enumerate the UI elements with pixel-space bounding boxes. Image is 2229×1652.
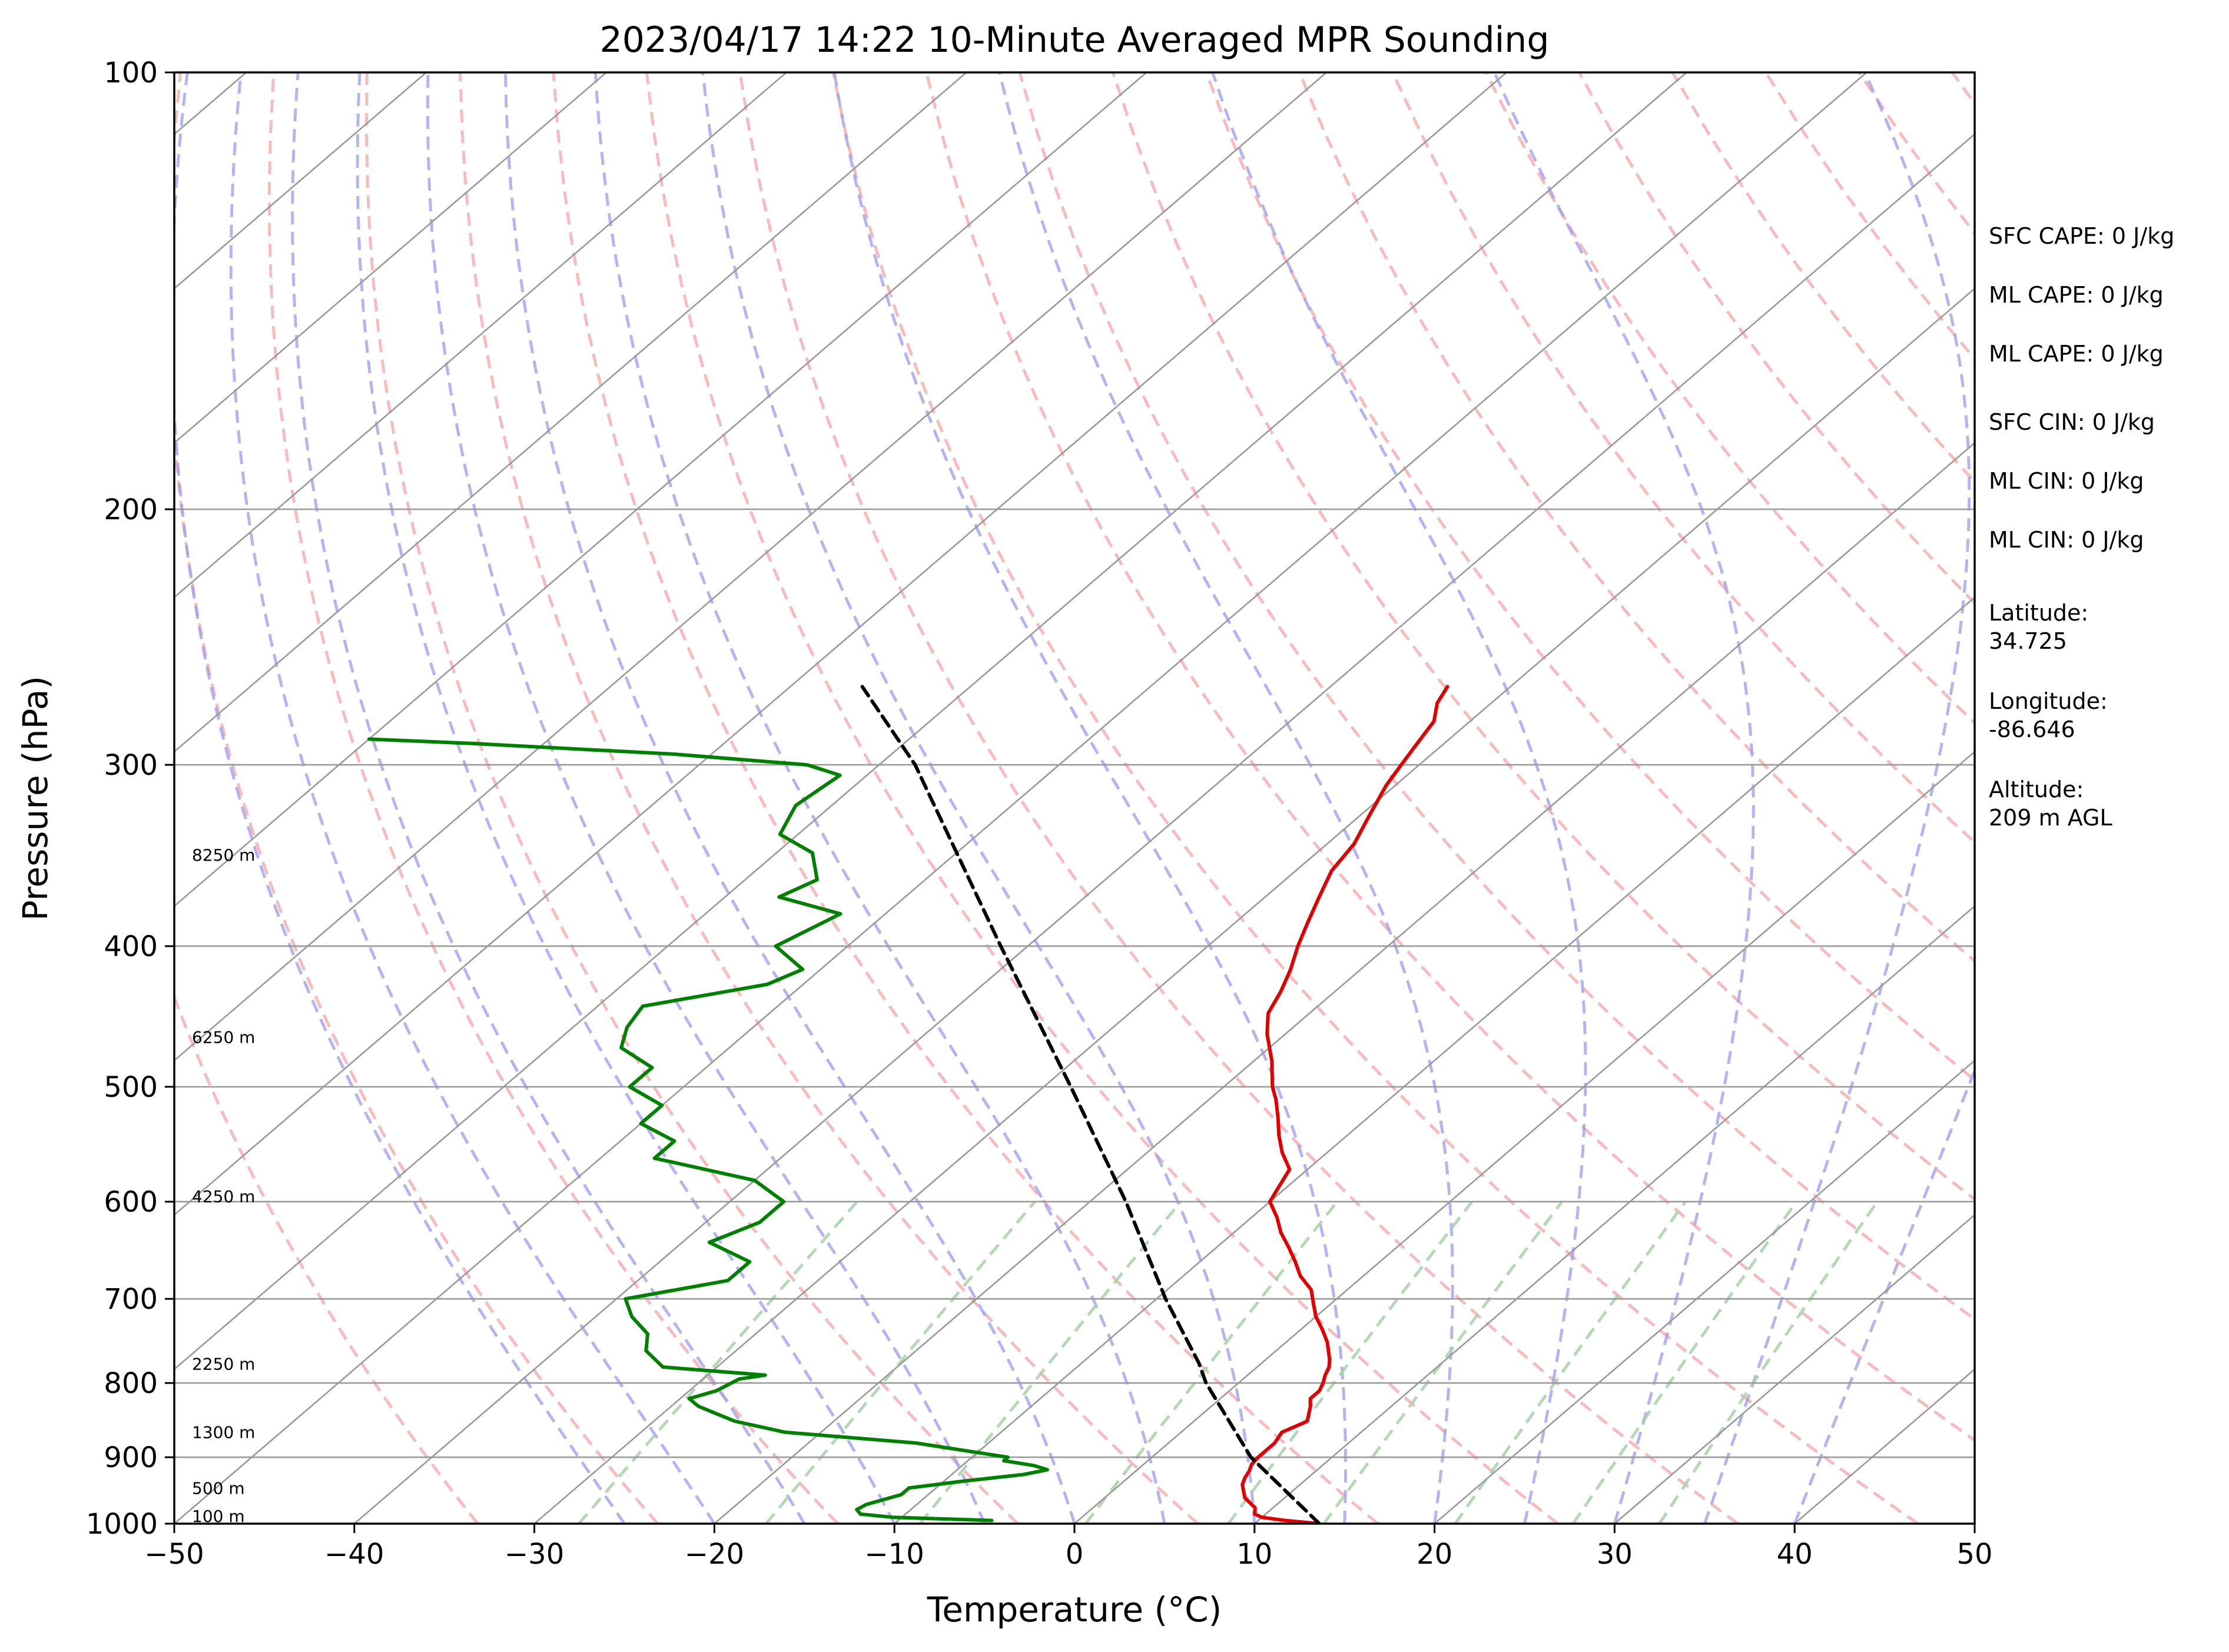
moist-adiabat bbox=[1211, 72, 1587, 1524]
y-tick-label: 200 bbox=[104, 493, 158, 526]
y-tick-label: 900 bbox=[104, 1441, 158, 1474]
moist-adiabat bbox=[503, 72, 1076, 1524]
ml-cape-text: ML CAPE: 0 J/kg bbox=[1989, 282, 2164, 308]
dry-adiabat bbox=[1205, 72, 1975, 1082]
ml-cin-text-2: ML CIN: 0 J/kg bbox=[1989, 527, 2144, 553]
height-label: 1300 m bbox=[192, 1423, 255, 1442]
chart-title: 2023/04/17 14:22 10-Minute Averaged MPR … bbox=[600, 19, 1550, 61]
height-label: 4250 m bbox=[192, 1187, 255, 1206]
isotherm-line bbox=[1074, 751, 1975, 1524]
dry-adiabat bbox=[552, 72, 1379, 1524]
moist-adiabat bbox=[356, 72, 896, 1524]
dry-adiabat bbox=[267, 72, 839, 1524]
dry-adiabat bbox=[831, 72, 1919, 1524]
altitude-label: Altitude: bbox=[1989, 777, 2084, 802]
moist-adiabat bbox=[998, 72, 1454, 1524]
y-axis-label: Pressure (hPa) bbox=[15, 676, 55, 921]
y-tick-label: 500 bbox=[104, 1071, 158, 1104]
height-label: 8250 m bbox=[192, 845, 255, 865]
dry-adiabat bbox=[645, 72, 1559, 1524]
latitude-value: 34.725 bbox=[1989, 628, 2067, 654]
x-tick-label: −40 bbox=[324, 1538, 384, 1571]
height-label: 6250 m bbox=[192, 1027, 255, 1047]
sfc-cin-text: SFC CIN: 0 J/kg bbox=[1989, 409, 2155, 435]
dewpoint-line bbox=[367, 737, 1049, 1522]
ml-cape-text-2: ML CAPE: 0 J/kg bbox=[1989, 341, 2164, 367]
dry-adiabat bbox=[925, 72, 1975, 1442]
x-tick-label: 20 bbox=[1417, 1538, 1452, 1571]
y-tick-label: 300 bbox=[104, 749, 158, 782]
moist-adiabat bbox=[1793, 1066, 1975, 1524]
isotherm-line bbox=[174, 72, 1687, 1371]
dry-adiabat bbox=[1112, 72, 1975, 1202]
mixing-ratio-line bbox=[765, 1200, 1036, 1524]
y-tick-label: 400 bbox=[104, 930, 158, 963]
latitude-label: Latitude: bbox=[1989, 600, 2088, 626]
moist-adiabat bbox=[291, 72, 806, 1524]
x-axis: −50 −40 −30 −20 −10 0 10 20 30 40 50 bbox=[144, 1524, 1993, 1571]
isotherm-line bbox=[174, 72, 1507, 1216]
isotherm-line bbox=[174, 72, 1147, 907]
isotherm-line bbox=[1434, 1059, 1975, 1524]
longitude-value: -86.646 bbox=[1989, 716, 2075, 742]
isotherm-line bbox=[1253, 905, 1975, 1524]
isotherm-line bbox=[1614, 1213, 1975, 1524]
station-info: Latitude: 34.725 Longitude: -86.646 Alti… bbox=[1989, 600, 2112, 831]
isotherm-line bbox=[174, 72, 1327, 1062]
stability-indices: SFC CAPE: 0 J/kg ML CAPE: 0 J/kg ML CAPE… bbox=[1989, 223, 2174, 553]
moist-adiabat bbox=[1703, 72, 1971, 1524]
moist-adiabat bbox=[832, 72, 1347, 1524]
x-tick-label: −30 bbox=[505, 1538, 564, 1571]
parcel-path-line bbox=[860, 685, 1321, 1524]
x-tick-label: −20 bbox=[685, 1538, 744, 1571]
moist-adiabat bbox=[174, 72, 626, 1524]
x-tick-label: −50 bbox=[144, 1538, 204, 1571]
isotherm-line bbox=[174, 72, 607, 444]
y-tick-label: 100 bbox=[104, 57, 158, 89]
moist-adiabat bbox=[701, 72, 1256, 1524]
x-tick-label: 30 bbox=[1597, 1538, 1633, 1571]
x-tick-label: 0 bbox=[1066, 1538, 1084, 1571]
x-tick-label: 40 bbox=[1777, 1538, 1813, 1571]
height-label: 500 m bbox=[192, 1478, 245, 1498]
dry-adiabat bbox=[1018, 72, 1975, 1321]
longitude-label: Longitude: bbox=[1989, 688, 2108, 714]
ml-cin-text: ML CIN: 0 J/kg bbox=[1989, 468, 2144, 494]
dry-adiabat bbox=[174, 993, 479, 1524]
y-tick-label: 800 bbox=[104, 1367, 158, 1400]
altitude-value: 209 m AGL bbox=[1989, 805, 2112, 831]
x-tick-label: −10 bbox=[865, 1538, 924, 1571]
isotherm-line bbox=[174, 72, 787, 599]
dry-adiabat bbox=[1391, 72, 1975, 844]
x-tick-label: 10 bbox=[1236, 1538, 1272, 1571]
y-axis: 1000 900 800 700 600 500 400 300 200 100 bbox=[86, 57, 174, 1541]
dry-adiabat bbox=[459, 72, 1199, 1524]
isotherm-line bbox=[353, 133, 1975, 1524]
isotherm-line bbox=[894, 596, 1975, 1524]
x-axis-label: Temperature (°C) bbox=[927, 1590, 1222, 1630]
dry-adiabat bbox=[1484, 72, 1975, 725]
sfc-cape-text: SFC CAPE: 0 J/kg bbox=[1989, 223, 2174, 249]
temperature-line bbox=[1240, 685, 1449, 1524]
height-label: 2250 m bbox=[192, 1355, 255, 1374]
series-layer bbox=[367, 685, 1449, 1524]
y-tick-label: 1000 bbox=[86, 1508, 158, 1541]
grid-layer bbox=[174, 72, 1975, 1524]
isotherm-line bbox=[174, 72, 1868, 1524]
moist-adiabat bbox=[426, 72, 986, 1524]
x-tick-label: 50 bbox=[1956, 1538, 1992, 1571]
isotherm-line bbox=[174, 72, 967, 753]
dry-adiabat bbox=[738, 72, 1739, 1524]
moist-adiabat bbox=[593, 72, 1166, 1524]
y-tick-label: 700 bbox=[104, 1283, 158, 1316]
dry-adiabat bbox=[364, 72, 1019, 1524]
y-tick-label: 600 bbox=[104, 1186, 158, 1219]
isotherm-line bbox=[714, 442, 1975, 1524]
